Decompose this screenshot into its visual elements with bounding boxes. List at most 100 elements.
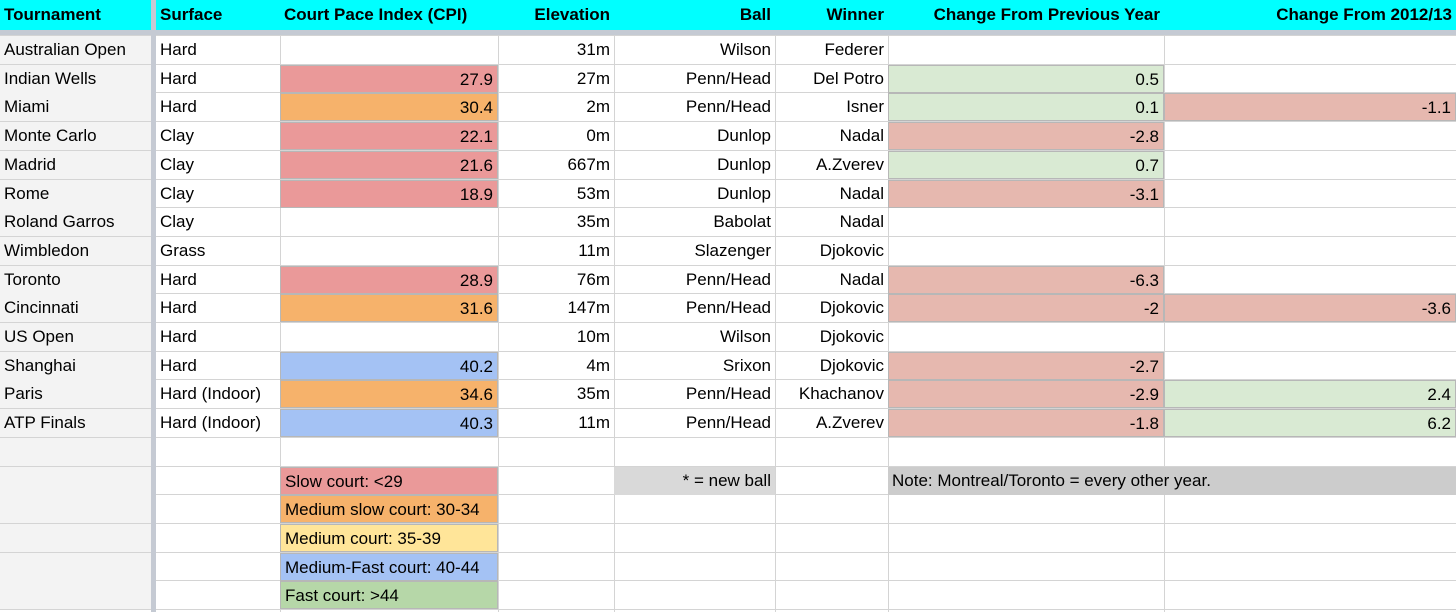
cell-winner[interactable]: Djokovic <box>819 241 884 260</box>
cell-elevation[interactable]: 27m <box>576 69 610 88</box>
header-cpi[interactable]: Court Pace Index (CPI) <box>280 0 498 30</box>
cell-surface[interactable]: Hard <box>160 69 197 88</box>
cell-surface[interactable]: Hard (Indoor) <box>160 413 262 432</box>
cell-tournament[interactable]: Rome <box>4 184 50 203</box>
cell-winner[interactable]: Khachanov <box>798 384 884 403</box>
cell-ball[interactable]: Penn/Head <box>685 69 771 88</box>
cell-ball[interactable]: Penn/Head <box>685 97 771 116</box>
cell-elevation[interactable]: 147m <box>567 298 610 317</box>
cell-winner[interactable]: Djokovic <box>819 327 884 346</box>
cell-ball[interactable]: Penn/Head <box>685 270 771 289</box>
cell-surface[interactable]: Hard <box>160 298 197 317</box>
cell-winner[interactable]: Djokovic <box>819 356 884 375</box>
cell-change-2012-13[interactable] <box>1164 266 1456 294</box>
cell-change-2012-13[interactable]: -3.6 <box>1164 294 1456 322</box>
cell-elevation[interactable]: 2m <box>586 97 610 116</box>
cell-winner[interactable]: Del Potro <box>813 69 884 88</box>
cell-ball[interactable]: Penn/Head <box>685 384 771 403</box>
cell-change-2012-13[interactable]: -1.1 <box>1164 93 1456 121</box>
cell-surface[interactable]: Clay <box>160 184 195 203</box>
cell-surface[interactable]: Grass <box>160 241 206 260</box>
cell-change-prev-year[interactable]: -6.3 <box>888 266 1164 294</box>
cell-ball[interactable]: Penn/Head <box>685 413 771 432</box>
cell-surface[interactable]: Hard <box>160 327 197 346</box>
cell-winner[interactable]: Nadal <box>839 212 884 231</box>
cell-tournament[interactable]: Cincinnati <box>4 298 79 317</box>
cell-winner[interactable]: A.Zverev <box>815 155 884 174</box>
cell-cpi[interactable] <box>280 36 498 64</box>
cell-change-2012-13[interactable] <box>1164 180 1456 208</box>
cell-winner[interactable]: Nadal <box>839 184 884 203</box>
cell-change-prev-year[interactable]: -3.1 <box>888 180 1164 208</box>
cell-tournament[interactable]: US Open <box>4 327 74 346</box>
cell-surface[interactable]: Hard <box>160 40 197 59</box>
cell-tournament[interactable]: Australian Open <box>4 40 126 59</box>
cell-elevation[interactable]: 0m <box>586 126 610 145</box>
cell-change-2012-13[interactable] <box>1164 36 1456 64</box>
cell-elevation[interactable]: 4m <box>586 356 610 375</box>
cell-change-prev-year[interactable] <box>888 36 1164 64</box>
header-ball[interactable]: Ball <box>614 0 775 30</box>
cell-cpi[interactable] <box>280 237 498 265</box>
cell-winner[interactable]: Djokovic <box>819 298 884 317</box>
header-elevation[interactable]: Elevation <box>498 0 614 30</box>
header-change-2012-13[interactable]: Change From 2012/13 <box>1164 0 1456 30</box>
cell-tournament[interactable]: Wimbledon <box>4 241 90 260</box>
cell-cpi[interactable] <box>280 323 498 351</box>
cell-tournament[interactable]: Paris <box>4 384 43 403</box>
frozen-column-divider[interactable] <box>151 0 156 612</box>
cell-change-2012-13[interactable] <box>1164 151 1456 179</box>
ball-note[interactable]: * = new ball <box>614 467 775 495</box>
cell-ball[interactable]: Wilson <box>719 327 771 346</box>
cell-tournament[interactable]: Shanghai <box>4 356 76 375</box>
cell-surface[interactable]: Clay <box>160 126 195 145</box>
cell-ball[interactable]: Penn/Head <box>685 298 771 317</box>
cell-winner[interactable]: Nadal <box>839 126 884 145</box>
cell-cpi[interactable]: 18.9 <box>280 180 498 208</box>
legend-medium-fast[interactable]: Medium-Fast court: 40-44 <box>280 553 498 581</box>
cell-change-prev-year[interactable] <box>888 237 1164 265</box>
cell-surface[interactable]: Hard (Indoor) <box>160 384 262 403</box>
cell-change-prev-year[interactable]: -2.9 <box>888 380 1164 408</box>
cell-change-prev-year[interactable]: 0.5 <box>888 65 1164 93</box>
cell-cpi[interactable]: 40.2 <box>280 352 498 380</box>
legend-medium-slow[interactable]: Medium slow court: 30-34 <box>280 495 498 523</box>
cell-change-prev-year[interactable]: 0.7 <box>888 151 1164 179</box>
cell-surface[interactable]: Clay <box>160 212 195 231</box>
cell-tournament[interactable]: Indian Wells <box>4 69 97 88</box>
legend-medium[interactable]: Medium court: 35-39 <box>280 524 498 552</box>
cell-winner[interactable]: A.Zverev <box>815 413 884 432</box>
cell-change-2012-13[interactable] <box>1164 323 1456 351</box>
cell-cpi[interactable]: 31.6 <box>280 294 498 322</box>
header-change-prev-year[interactable]: Change From Previous Year <box>888 0 1164 30</box>
cell-tournament[interactable]: Roland Garros <box>4 212 115 231</box>
cell-elevation[interactable]: 53m <box>576 184 610 203</box>
cell-surface[interactable]: Hard <box>160 356 197 375</box>
cell-cpi[interactable]: 34.6 <box>280 380 498 408</box>
cell-tournament[interactable]: ATP Finals <box>4 413 86 432</box>
cell-cpi[interactable] <box>280 208 498 236</box>
cell-cpi[interactable]: 40.3 <box>280 409 498 437</box>
cell-change-prev-year[interactable]: -2 <box>888 294 1164 322</box>
cell-elevation[interactable]: 31m <box>576 40 610 59</box>
cell-surface[interactable]: Hard <box>160 270 197 289</box>
cell-ball[interactable]: Srixon <box>722 356 771 375</box>
cell-change-2012-13[interactable] <box>1164 122 1456 150</box>
cell-ball[interactable]: Wilson <box>719 40 771 59</box>
cell-change-2012-13[interactable]: 6.2 <box>1164 409 1456 437</box>
cell-change-2012-13[interactable] <box>1164 237 1456 265</box>
header-tournament[interactable]: Tournament <box>0 0 151 30</box>
cell-cpi[interactable]: 21.6 <box>280 151 498 179</box>
cell-ball[interactable]: Dunlop <box>717 155 771 174</box>
cell-change-2012-13[interactable] <box>1164 208 1456 236</box>
frozen-row-divider[interactable] <box>0 30 1456 35</box>
cell-change-prev-year[interactable] <box>888 323 1164 351</box>
cell-change-prev-year[interactable]: 0.1 <box>888 93 1164 121</box>
cell-cpi[interactable]: 22.1 <box>280 122 498 150</box>
cell-change-prev-year[interactable]: -2.8 <box>888 122 1164 150</box>
cell-elevation[interactable]: 35m <box>576 212 610 231</box>
cell-cpi[interactable]: 28.9 <box>280 266 498 294</box>
cell-ball[interactable]: Dunlop <box>717 126 771 145</box>
cell-surface[interactable]: Hard <box>160 97 197 116</box>
montreal-note[interactable]: Note: Montreal/Toronto = every other yea… <box>888 467 1456 495</box>
